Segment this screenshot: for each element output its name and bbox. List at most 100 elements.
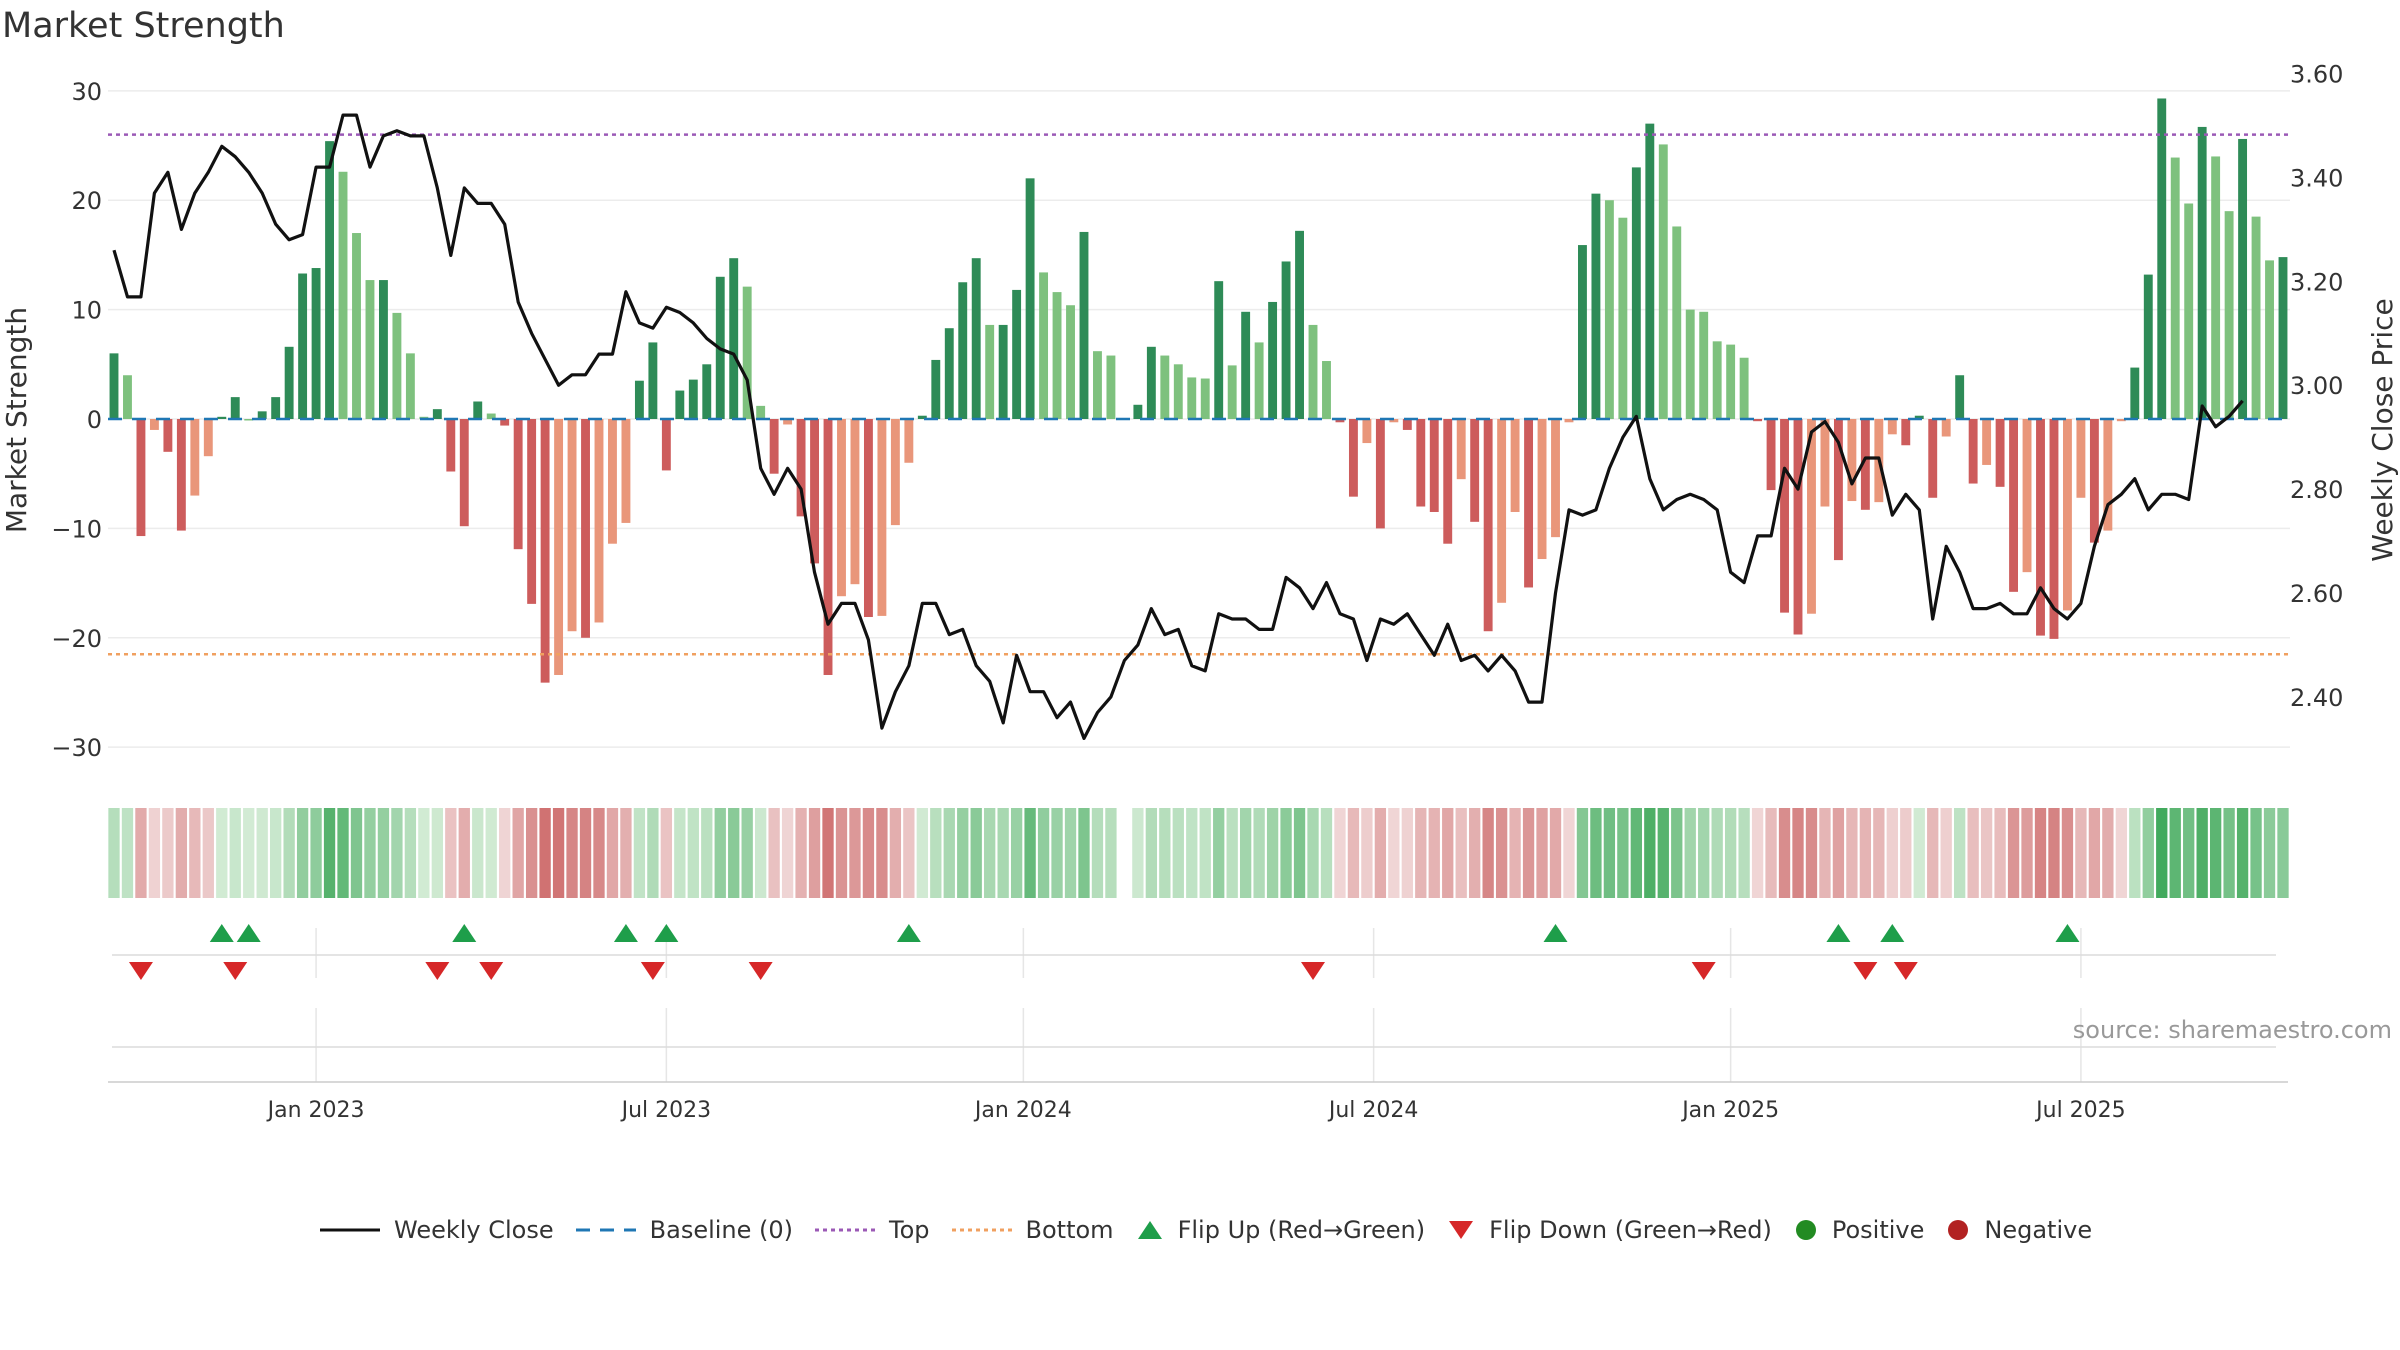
strength-bar	[1308, 324, 1318, 419]
strength-bar	[904, 419, 914, 463]
axes: 30 20 10 0 −10 −20 −30 3.60 3.40 3.20 3.00 2.80 2.60…	[0, 61, 2399, 1123]
strength-bar	[2089, 419, 2099, 543]
heat-cell	[714, 808, 726, 898]
strength-bar	[2170, 157, 2180, 420]
strength-bar	[1982, 419, 1992, 465]
strength-bar	[1780, 419, 1789, 613]
heat-cell	[1967, 808, 1979, 898]
heat-cell	[2236, 808, 2249, 898]
heat-cell	[1509, 808, 1521, 898]
heat-cell	[458, 808, 470, 898]
legend-dotted-icon	[951, 1228, 1012, 1232]
x-tick-label: Jul 2024	[1327, 1098, 1419, 1123]
heat-cell	[903, 808, 915, 898]
heat-cell	[512, 808, 524, 898]
heat-cell	[189, 808, 201, 898]
heat-cell	[984, 808, 996, 898]
legend-dash-icon	[575, 1228, 636, 1232]
x-tick-label: Jan 2024	[973, 1098, 1072, 1123]
heat-cell	[525, 808, 538, 898]
strength-bar	[298, 273, 308, 419]
legend-label: Top	[889, 1216, 930, 1244]
heat-cell	[283, 808, 295, 898]
legend: Weekly Close Baseline (0) Top Bottom Fli…	[320, 1208, 2092, 1252]
strength-bar	[1241, 311, 1251, 419]
heat-cell	[350, 808, 363, 898]
heat-cell	[660, 808, 673, 898]
strength-bar	[2009, 419, 2019, 592]
strength-bar	[230, 397, 240, 419]
strength-bar	[2238, 138, 2248, 419]
heat-cell	[1010, 808, 1023, 898]
strength-bar	[1887, 419, 1897, 435]
strength-bar	[783, 419, 793, 425]
strength-bar	[500, 419, 510, 426]
legend-flip-down: Flip Down (Green→Red)	[1447, 1216, 1772, 1244]
strength-bar	[688, 379, 698, 419]
heat-cell	[566, 808, 578, 898]
strength-bar	[1860, 419, 1870, 510]
strength-bar	[2076, 419, 2086, 498]
heat-cell	[243, 808, 255, 898]
flip-down-marker	[1853, 962, 1878, 980]
strength-bar	[1631, 167, 1641, 419]
heat-cell	[1873, 808, 1885, 898]
strength-bar	[1578, 245, 1587, 419]
strength-bar	[2116, 419, 2126, 422]
strength-bar	[1941, 419, 1951, 437]
strength-bar	[1618, 217, 1628, 419]
heat-cell	[593, 808, 605, 898]
left-tick-label: 10	[71, 297, 102, 325]
heat-cell	[1900, 808, 1912, 898]
strength-bar	[473, 401, 483, 419]
heat-cell	[485, 808, 497, 898]
right-tick-label: 2.60	[2290, 580, 2343, 608]
heat-cell	[1980, 808, 1993, 898]
strength-bar	[1766, 419, 1776, 491]
heat-cell	[1954, 808, 1966, 898]
strength-bar	[1524, 419, 1534, 588]
left-tick-label: −30	[51, 734, 102, 762]
legend-line-icon	[320, 1228, 380, 1232]
strength-bar	[1726, 344, 1736, 419]
legend-bottom: Bottom	[951, 1216, 1114, 1244]
strength-bar	[1066, 305, 1075, 419]
heat-cell	[2142, 808, 2154, 898]
heat-cell	[2196, 808, 2208, 898]
strength-bar	[1833, 419, 1843, 561]
strength-bar	[338, 171, 348, 419]
strength-bar	[244, 419, 254, 421]
strength-bar	[1079, 231, 1089, 419]
legend-label: Weekly Close	[394, 1216, 554, 1244]
strength-bar	[123, 375, 132, 419]
strength-bar	[1914, 415, 1924, 419]
heat-cell	[808, 808, 821, 898]
strength-bar	[985, 324, 995, 419]
strength-bar	[1807, 419, 1816, 614]
legend-positive: Positive	[1794, 1216, 1924, 1244]
strength-bar	[634, 380, 644, 419]
heat-cell	[1657, 808, 1669, 898]
flip-down-marker	[1301, 962, 1326, 980]
heat-cell	[1307, 808, 1319, 898]
heat-cell	[1145, 808, 1158, 898]
heat-cell	[1374, 808, 1387, 898]
heat-cell	[1563, 808, 1575, 898]
strength-bar	[1389, 419, 1399, 423]
heat-cell	[1576, 808, 1589, 898]
weekly-close-line	[112, 113, 2244, 741]
strength-bar	[1133, 404, 1143, 419]
strength-bar	[958, 282, 968, 419]
heat-cell	[1064, 808, 1077, 898]
gridlines	[108, 90, 2290, 1083]
legend-label: Flip Up (Red→Green)	[1177, 1216, 1426, 1244]
strength-bar	[1456, 419, 1466, 480]
circle-icon	[1795, 1220, 1816, 1240]
heat-cell	[1482, 808, 1494, 898]
heat-cell	[916, 808, 928, 898]
heat-cell	[1630, 808, 1642, 898]
strength-bar	[1106, 355, 1116, 419]
x-tick-label: Jul 2023	[620, 1098, 712, 1123]
heat-cell	[2034, 808, 2047, 898]
heat-cell	[943, 808, 955, 898]
